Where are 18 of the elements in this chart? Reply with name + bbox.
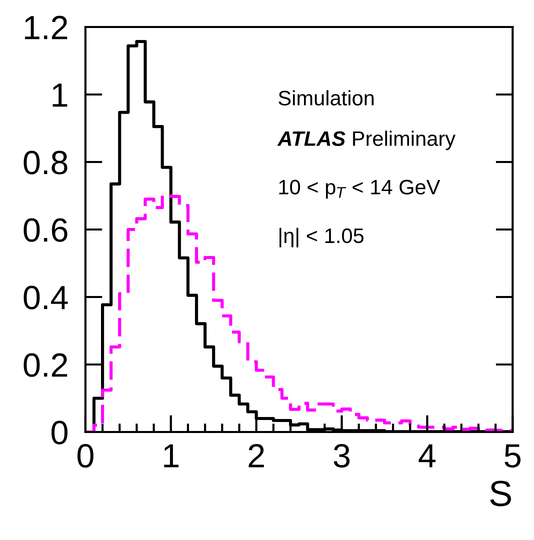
annotation: |η| < 1.05	[280, 228, 364, 248]
y-tick-label: 0.6	[24, 218, 68, 242]
y-tick-label: 0.4	[24, 286, 68, 310]
x-tick-label: 3	[334, 444, 350, 468]
x-tick-label: 4	[418, 444, 436, 468]
y-tick-label: 1.2	[24, 16, 68, 40]
annotation: 10 < p$_{T}$ < 14 GeV	[279, 180, 440, 199]
x-tick-label: 0	[77, 444, 94, 468]
annotation: ATLAS Preliminary	[277, 130, 456, 150]
x-tick-label: 5	[504, 444, 521, 468]
x-tick-label: 2	[248, 444, 264, 468]
x-axis-title: S	[490, 480, 511, 506]
x-tick-label: 1	[164, 444, 179, 468]
y-tick-label: 0	[52, 420, 68, 444]
y-tick-label: 1	[52, 84, 68, 107]
annotation: Simulation	[278, 90, 374, 106]
y-tick-label: 0.8	[24, 150, 68, 174]
y-tick-label: 0.2	[24, 353, 68, 377]
